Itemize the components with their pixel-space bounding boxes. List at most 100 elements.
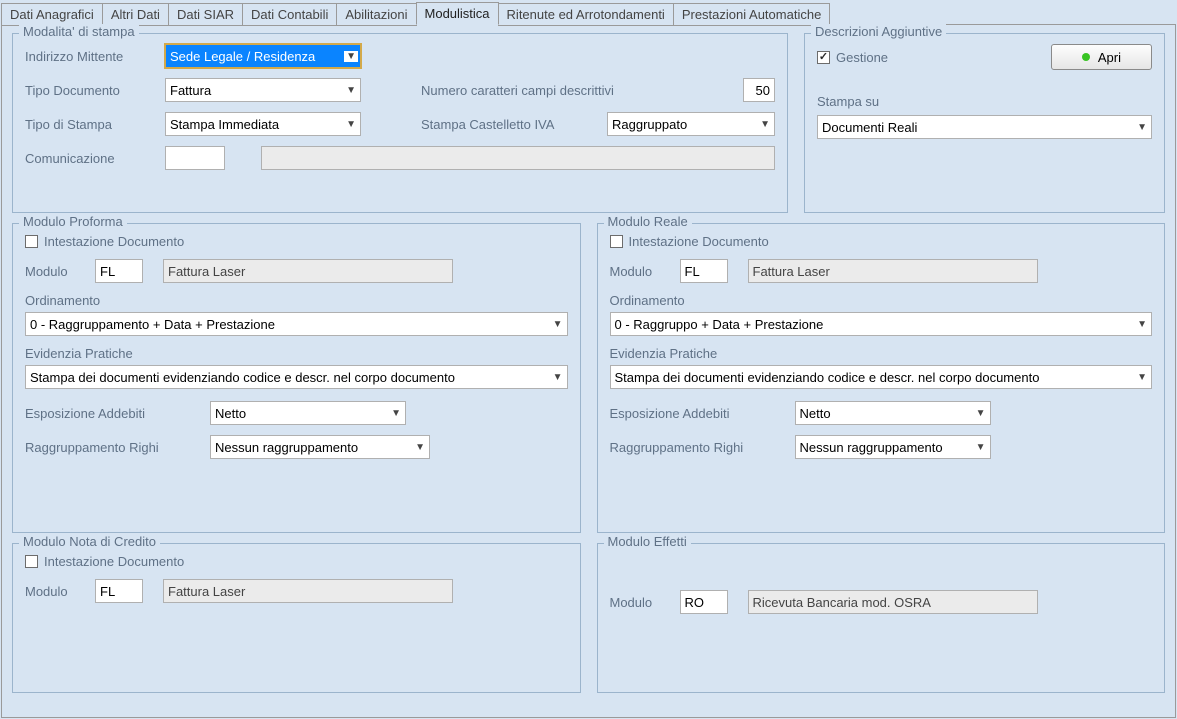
- nota-modulo-desc: Fattura Laser: [163, 579, 453, 603]
- apri-button[interactable]: Apri: [1051, 44, 1152, 70]
- chevron-down-icon: ▼: [760, 119, 770, 130]
- checkbox-icon: [610, 235, 623, 248]
- comunicazione-code-input[interactable]: [165, 146, 225, 170]
- reale-ragg-label: Raggruppamento Righi: [610, 440, 795, 455]
- proforma-modulo-desc: Fattura Laser: [163, 259, 453, 283]
- checkbox-icon: [817, 51, 830, 64]
- reale-intestazione-checkbox[interactable]: Intestazione Documento: [610, 234, 769, 249]
- fieldset-descrizioni-aggiuntive: Descrizioni Aggiuntive Gestione Apri Sta…: [804, 33, 1165, 213]
- nota-intestazione-checkbox[interactable]: Intestazione Documento: [25, 554, 184, 569]
- proforma-ord-label: Ordinamento: [25, 293, 568, 308]
- proforma-intestazione-checkbox[interactable]: Intestazione Documento: [25, 234, 184, 249]
- tab-ritenute[interactable]: Ritenute ed Arrotondamenti: [498, 3, 674, 26]
- proforma-modulo-label: Modulo: [25, 264, 95, 279]
- reale-evid-value: Stampa dei documenti evidenziando codice…: [615, 370, 1040, 385]
- indirizzo-mittente-value: Sede Legale / Residenza: [170, 49, 315, 64]
- proforma-evid-value: Stampa dei documenti evidenziando codice…: [30, 370, 455, 385]
- reale-modulo-label: Modulo: [610, 264, 680, 279]
- nota-modulo-code-input[interactable]: FL: [95, 579, 143, 603]
- reale-ord-value: 0 - Raggruppo + Data + Prestazione: [615, 317, 824, 332]
- tab-dati-anagrafici[interactable]: Dati Anagrafici: [1, 3, 103, 26]
- fieldset-modulo-nota-credito: Modulo Nota di Credito Intestazione Docu…: [12, 543, 581, 693]
- reale-esp-value: Netto: [800, 406, 831, 421]
- reale-ord-label: Ordinamento: [610, 293, 1153, 308]
- tab-prestazioni-auto[interactable]: Prestazioni Automatiche: [673, 3, 830, 26]
- indirizzo-mittente-label: Indirizzo Mittente: [25, 49, 165, 64]
- chevron-down-icon: ▼: [976, 442, 986, 453]
- reale-ragg-value: Nessun raggruppamento: [800, 440, 943, 455]
- reale-evid-label: Evidenzia Pratiche: [610, 346, 1153, 361]
- stampa-su-value: Documenti Reali: [822, 120, 917, 135]
- tipo-stampa-combo[interactable]: Stampa Immediata ▼: [165, 112, 361, 136]
- castelletto-value: Raggruppato: [612, 117, 687, 132]
- tipo-stampa-value: Stampa Immediata: [170, 117, 279, 132]
- legend-descr-agg: Descrizioni Aggiuntive: [811, 24, 946, 39]
- tipo-stampa-label: Tipo di Stampa: [25, 117, 165, 132]
- num-caratteri-input[interactable]: 50: [743, 78, 775, 102]
- chevron-down-icon: ▼: [391, 408, 401, 419]
- castelletto-combo[interactable]: Raggruppato ▼: [607, 112, 775, 136]
- proforma-esp-value: Netto: [215, 406, 246, 421]
- reale-modulo-code-input[interactable]: FL: [680, 259, 728, 283]
- chevron-down-icon: ▼: [346, 85, 356, 96]
- chevron-down-icon: ▼: [346, 119, 356, 130]
- tipo-documento-combo[interactable]: Fattura ▼: [165, 78, 361, 102]
- proforma-esp-label: Esposizione Addebiti: [25, 406, 210, 421]
- proforma-ragg-combo[interactable]: Nessun raggruppamento ▼: [210, 435, 430, 459]
- tab-altri-dati[interactable]: Altri Dati: [102, 3, 169, 26]
- proforma-esp-combo[interactable]: Netto ▼: [210, 401, 406, 425]
- chevron-down-icon: ▼: [415, 442, 425, 453]
- reale-ragg-combo[interactable]: Nessun raggruppamento ▼: [795, 435, 991, 459]
- reale-modulo-desc: Fattura Laser: [748, 259, 1038, 283]
- proforma-ord-combo[interactable]: 0 - Raggruppamento + Data + Prestazione …: [25, 312, 568, 336]
- legend-effetti: Modulo Effetti: [604, 534, 691, 549]
- tab-strip: Dati Anagrafici Altri Dati Dati SIAR Dat…: [1, 0, 1176, 24]
- tipo-documento-value: Fattura: [170, 83, 211, 98]
- fieldset-modulo-effetti: Modulo Effetti Modulo RO Ricevuta Bancar…: [597, 543, 1166, 693]
- castelletto-label: Stampa Castelletto IVA: [421, 117, 607, 132]
- reale-esp-combo[interactable]: Netto ▼: [795, 401, 991, 425]
- effetti-modulo-desc: Ricevuta Bancaria mod. OSRA: [748, 590, 1038, 614]
- proforma-intestazione-label: Intestazione Documento: [44, 234, 184, 249]
- effetti-modulo-code-input[interactable]: RO: [680, 590, 728, 614]
- nota-modulo-label: Modulo: [25, 584, 95, 599]
- legend-modalita: Modalita' di stampa: [19, 24, 139, 39]
- effetti-modulo-label: Modulo: [610, 595, 680, 610]
- proforma-ord-value: 0 - Raggruppamento + Data + Prestazione: [30, 317, 275, 332]
- fieldset-modulo-proforma: Modulo Proforma Intestazione Documento M…: [12, 223, 581, 533]
- comunicazione-desc: [261, 146, 775, 170]
- reale-intestazione-label: Intestazione Documento: [629, 234, 769, 249]
- tipo-documento-label: Tipo Documento: [25, 83, 165, 98]
- proforma-ragg-label: Raggruppamento Righi: [25, 440, 210, 455]
- tab-dati-contabili[interactable]: Dati Contabili: [242, 3, 337, 26]
- comunicazione-label: Comunicazione: [25, 151, 165, 166]
- tab-modulistica[interactable]: Modulistica: [416, 2, 499, 25]
- chevron-down-icon: ▼: [976, 408, 986, 419]
- status-dot-icon: [1082, 53, 1090, 61]
- proforma-ragg-value: Nessun raggruppamento: [215, 440, 358, 455]
- reale-ord-combo[interactable]: 0 - Raggruppo + Data + Prestazione ▼: [610, 312, 1153, 336]
- chevron-down-icon: ▼: [344, 51, 358, 62]
- proforma-evid-combo[interactable]: Stampa dei documenti evidenziando codice…: [25, 365, 568, 389]
- checkbox-icon: [25, 235, 38, 248]
- fieldset-modalita-stampa: Modalita' di stampa Indirizzo Mittente S…: [12, 33, 788, 213]
- gestione-label: Gestione: [836, 50, 888, 65]
- chevron-down-icon: ▼: [553, 319, 563, 330]
- chevron-down-icon: ▼: [1137, 372, 1147, 383]
- tab-dati-siar[interactable]: Dati SIAR: [168, 3, 243, 26]
- reale-esp-label: Esposizione Addebiti: [610, 406, 795, 421]
- chevron-down-icon: ▼: [553, 372, 563, 383]
- stampa-su-label: Stampa su: [817, 94, 1152, 109]
- chevron-down-icon: ▼: [1137, 319, 1147, 330]
- nota-intestazione-label: Intestazione Documento: [44, 554, 184, 569]
- reale-evid-combo[interactable]: Stampa dei documenti evidenziando codice…: [610, 365, 1153, 389]
- proforma-evid-label: Evidenzia Pratiche: [25, 346, 568, 361]
- chevron-down-icon: ▼: [1137, 122, 1147, 133]
- proforma-modulo-code-input[interactable]: FL: [95, 259, 143, 283]
- tab-content: Modalita' di stampa Indirizzo Mittente S…: [1, 24, 1176, 718]
- gestione-checkbox[interactable]: Gestione: [817, 50, 888, 65]
- checkbox-icon: [25, 555, 38, 568]
- tab-abilitazioni[interactable]: Abilitazioni: [336, 3, 416, 26]
- stampa-su-combo[interactable]: Documenti Reali ▼: [817, 115, 1152, 139]
- indirizzo-mittente-combo[interactable]: Sede Legale / Residenza ▼: [165, 44, 361, 68]
